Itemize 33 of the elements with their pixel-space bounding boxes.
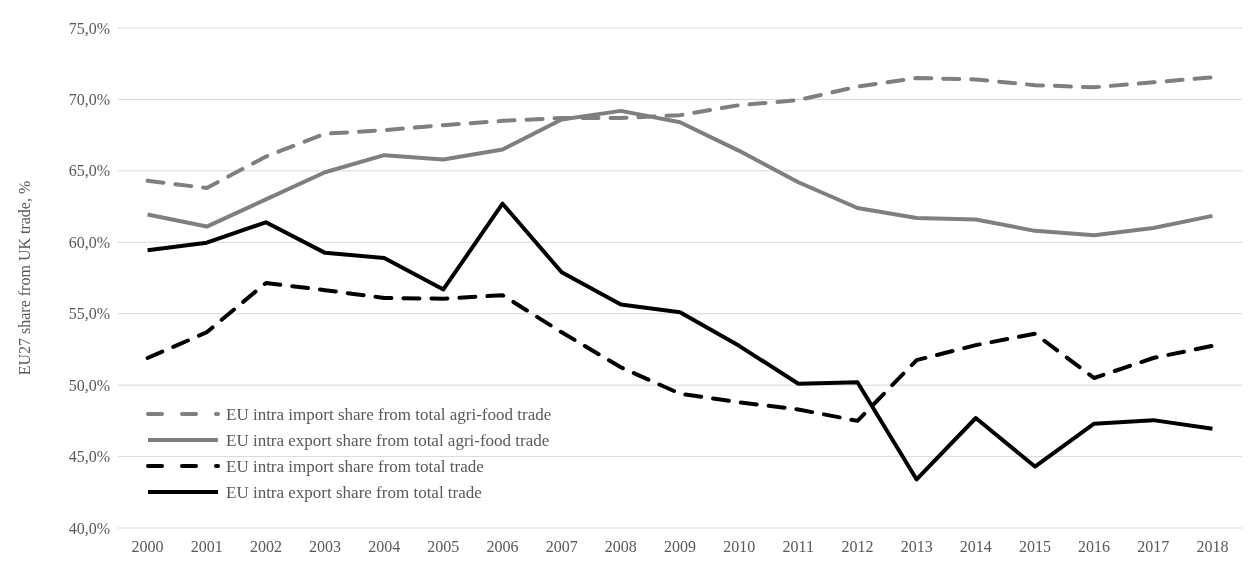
legend-label: EU intra export share from total trade (226, 482, 482, 502)
x-tick-label: 2010 (723, 538, 756, 555)
x-tick-label: 2006 (486, 538, 519, 555)
y-tick-label: 75,0% (68, 19, 110, 37)
y-tick-label: 55,0% (68, 305, 110, 323)
legend-label: EU intra export share from total agri-food trade (226, 430, 550, 450)
x-tick-label: 2011 (782, 538, 815, 555)
y-tick-label: 60,0% (68, 233, 110, 251)
legend-label: EU intra import share from total agri-food trade (226, 404, 552, 424)
y-tick-label: 45,0% (68, 448, 110, 466)
y-tick-label: 65,0% (68, 162, 110, 180)
line-series (145, 201, 1215, 482)
x-tick-label: 2013 (900, 538, 933, 555)
x-tick-label: 2016 (1078, 538, 1111, 555)
y-tick-label: 40,0% (68, 519, 110, 537)
x-tick-label: 2017 (1137, 538, 1170, 555)
x-tick-label: 2018 (1196, 538, 1229, 555)
y-axis-title: EU27 share from UK trade, % (16, 180, 33, 376)
x-tick-label: 2005 (427, 538, 460, 555)
y-tick-label: 70,0% (68, 91, 110, 109)
y-tick-label: 50,0% (68, 376, 110, 394)
x-tick-label: 2000 (131, 538, 164, 555)
x-tick-label: 2008 (604, 538, 637, 555)
x-tick-label: 2004 (368, 538, 401, 555)
x-tick-label: 2003 (309, 538, 342, 555)
legend-label: EU intra import share from total trade (226, 456, 484, 476)
x-tick-label: 2001 (190, 538, 223, 555)
x-tick-label: 2002 (249, 538, 282, 555)
x-tick-label: 2009 (664, 538, 696, 555)
x-tick-label: 2014 (959, 538, 992, 555)
x-tick-label: 2007 (545, 538, 578, 555)
x-tick-label: 2015 (1018, 538, 1051, 555)
x-tick-label: 2012 (841, 538, 874, 555)
